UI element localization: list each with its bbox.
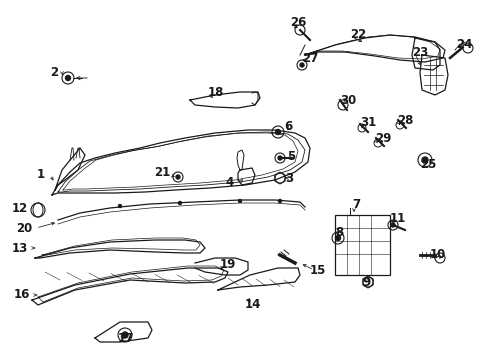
Circle shape	[391, 223, 395, 227]
Text: 2: 2	[50, 66, 58, 78]
Text: 12: 12	[12, 202, 28, 215]
Text: 7: 7	[352, 198, 360, 211]
Text: 24: 24	[456, 37, 472, 50]
Text: 17: 17	[118, 332, 134, 345]
Text: 30: 30	[340, 94, 356, 107]
Text: 3: 3	[285, 171, 293, 184]
Text: 27: 27	[302, 51, 318, 64]
Bar	[335, 215, 390, 275]
Circle shape	[176, 175, 180, 179]
Circle shape	[122, 332, 128, 338]
Circle shape	[178, 202, 181, 204]
Text: 8: 8	[335, 225, 343, 238]
Circle shape	[278, 156, 282, 160]
Circle shape	[239, 199, 242, 202]
Text: 18: 18	[208, 86, 224, 99]
Circle shape	[278, 199, 281, 202]
Text: 4: 4	[226, 175, 234, 189]
Text: 6: 6	[284, 121, 292, 134]
Text: 11: 11	[390, 211, 406, 225]
Circle shape	[300, 63, 304, 67]
Text: 10: 10	[430, 248, 446, 261]
Circle shape	[119, 204, 122, 207]
Text: 14: 14	[245, 298, 261, 311]
Text: 9: 9	[362, 275, 370, 288]
Text: 29: 29	[375, 131, 392, 144]
Text: 1: 1	[37, 168, 45, 181]
Text: 15: 15	[310, 264, 326, 276]
Text: 28: 28	[397, 113, 414, 126]
Text: 25: 25	[420, 158, 437, 171]
Circle shape	[66, 76, 71, 81]
Circle shape	[336, 235, 341, 240]
Text: 16: 16	[14, 288, 30, 302]
Text: 20: 20	[16, 221, 32, 234]
Text: 26: 26	[290, 15, 306, 28]
Text: 22: 22	[350, 28, 366, 41]
Text: 19: 19	[220, 258, 236, 271]
Circle shape	[422, 157, 428, 163]
Text: 23: 23	[412, 45, 428, 58]
Text: 5: 5	[287, 150, 295, 163]
Text: 21: 21	[154, 166, 170, 180]
Circle shape	[275, 130, 280, 135]
Text: 31: 31	[360, 117, 376, 130]
Text: 13: 13	[12, 242, 28, 255]
